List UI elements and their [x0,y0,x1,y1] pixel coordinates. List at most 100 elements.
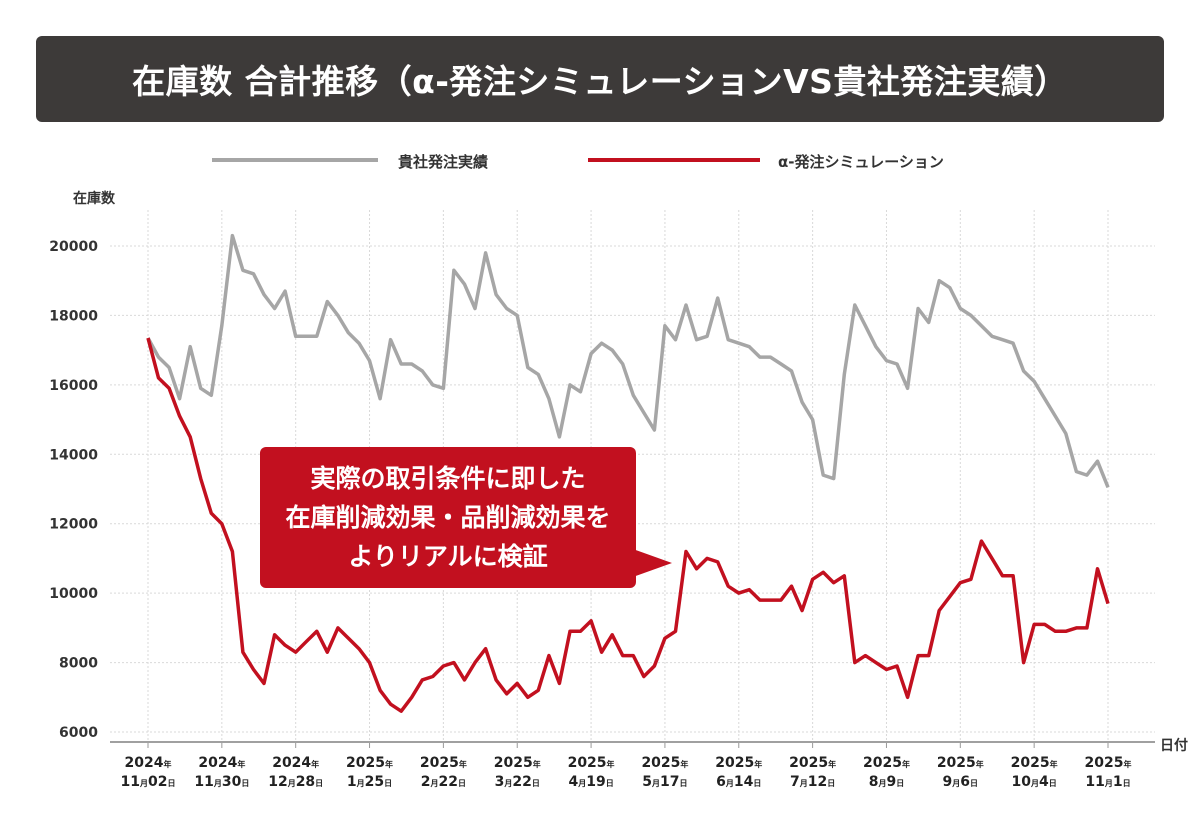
x-tick-year-value: 2025 [494,755,533,771]
x-tick-year: 2025年 [863,755,910,771]
x-tick-day: 1 [1113,774,1123,790]
x-tick-date: 7月12日 [790,774,835,790]
series-lines [146,233,1110,713]
x-tick-month: 1 [347,774,357,790]
day-unit: 日 [384,779,392,788]
x-tick-day: 30 [222,774,242,790]
month-unit: 月 [877,779,886,788]
chart-title: 在庫数 合計推移（α-発注シミュレーションVS貴社発注実績） [36,36,1164,122]
x-tick-year: 2025年 [1085,755,1132,771]
x-tick-date: 2月22日 [421,774,466,790]
x-tick-day: 28 [296,774,315,790]
day-unit: 日 [827,779,835,788]
y-tick-label: 6000 [59,725,98,741]
year-unit: 年 [459,759,467,769]
x-tick-year-value: 2024 [198,755,237,771]
year-unit: 年 [311,759,319,769]
y-tick-label: 10000 [49,586,98,602]
x-tick-day: 12 [808,774,827,790]
year-unit: 年 [1050,759,1058,769]
x-tick-month: 6 [716,774,726,790]
y-tick-label: 16000 [49,378,98,394]
x-tick-year: 2024年 [125,755,172,771]
x-tick-day: 14 [734,774,754,790]
x-tick-month: 7 [790,774,800,790]
x-tick-day: 9 [886,774,896,790]
x-tick-month: 11 [1085,774,1104,790]
callout-line-3: よりリアルに検証 [348,542,548,571]
year-unit: 年 [237,759,245,769]
x-tick-year: 2025年 [937,755,984,771]
x-tick-date: 11月1日 [1085,774,1130,790]
y-tick-label: 12000 [49,517,98,533]
month-unit: 月 [139,779,148,788]
x-tick-year-value: 2025 [789,755,828,771]
x-tick-date: 10月4日 [1012,774,1057,790]
month-unit: 月 [213,779,222,788]
month-unit: 月 [577,779,586,788]
x-tick-year: 2024年 [272,755,319,771]
month-unit: 月 [287,779,296,788]
x-tick-date: 11月02日 [121,774,176,790]
month-unit: 月 [725,779,734,788]
x-tick-month: 3 [495,774,505,790]
year-unit: 年 [902,759,910,769]
x-tick-year-value: 2025 [715,755,754,771]
day-unit: 日 [753,779,761,788]
x-tick-day: 25 [365,774,384,790]
day-unit: 日 [606,779,614,788]
x-tick-year-value: 2025 [863,755,902,771]
x-tick-year-value: 2025 [641,755,680,771]
x-tick-day: 4 [1039,774,1049,790]
y-tick-label: 18000 [49,308,98,324]
x-tick-year-value: 2025 [346,755,385,771]
axes: 6000800010000120001400016000180002000020… [49,190,1188,790]
x-tick-year: 2025年 [789,755,836,771]
x-tick-day: 22 [512,774,531,790]
x-tick-day: 02 [148,774,167,790]
x-tick-date: 12月28日 [268,774,323,790]
month-unit: 月 [430,779,439,788]
x-tick-year: 2025年 [568,755,615,771]
callout-annotation: 実際の取引条件に即した 在庫削減効果・品削減効果を よりリアルに検証 [260,447,636,588]
x-tick-year-value: 2025 [1085,755,1124,771]
x-tick-month: 8 [869,774,879,790]
x-tick-year: 2025年 [420,755,467,771]
x-tick-month: 11 [121,774,140,790]
legend-label: 貴社発注実績 [398,153,488,171]
x-tick-day: 17 [660,774,679,790]
month-unit: 月 [951,779,960,788]
x-tick-month: 4 [568,774,578,790]
x-tick-year: 2025年 [641,755,688,771]
day-unit: 日 [241,779,249,788]
month-unit: 月 [503,779,512,788]
x-tick-date: 9月6日 [943,774,979,790]
month-unit: 月 [356,779,365,788]
day-unit: 日 [167,779,175,788]
day-unit: 日 [458,779,466,788]
month-unit: 月 [651,779,660,788]
legend: 貴社発注実績 α-発注シミュレーション [212,153,944,171]
year-unit: 年 [754,759,762,769]
year-unit: 年 [828,759,836,769]
x-tick-day: 22 [439,774,458,790]
x-tick-month: 9 [943,774,953,790]
day-unit: 日 [896,779,904,788]
x-tick-day: 6 [960,774,970,790]
x-tick-year: 2025年 [1011,755,1058,771]
callout-line-1: 実際の取引条件に即した [310,464,586,493]
x-tick-date: 11月30日 [194,774,249,790]
x-tick-month: 5 [642,774,652,790]
y-tick-label: 14000 [49,447,98,463]
month-unit: 月 [1030,779,1039,788]
series-line-actual [146,233,1110,488]
y-axis-label: 在庫数 [73,190,116,207]
year-unit: 年 [607,759,615,769]
x-tick-date: 6月14日 [716,774,761,790]
day-unit: 日 [315,779,323,788]
x-tick-date: 4月19日 [568,774,613,790]
x-tick-year-value: 2025 [420,755,459,771]
callout-line-2: 在庫削減効果・品削減効果を [285,503,611,532]
month-unit: 月 [799,779,808,788]
